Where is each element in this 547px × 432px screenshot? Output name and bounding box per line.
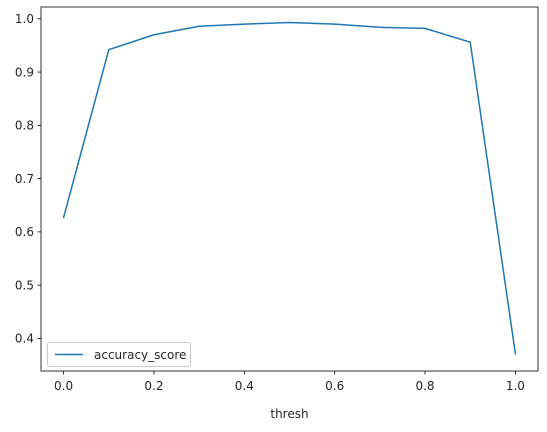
x-tick-label: 0.4 xyxy=(235,379,254,393)
legend-box xyxy=(47,342,191,367)
data-point xyxy=(153,34,155,36)
x-axis-label: thresh xyxy=(270,407,308,421)
y-tick-label: 0.9 xyxy=(15,65,34,79)
x-tick-label: 0.0 xyxy=(54,379,73,393)
legend-label-accuracy-score: accuracy_score xyxy=(94,348,186,362)
y-tick-label: 0.5 xyxy=(15,278,34,292)
legend: accuracy_score xyxy=(47,342,191,367)
data-point xyxy=(108,48,110,51)
data-point xyxy=(424,27,426,30)
data-point xyxy=(469,41,471,43)
x-axis-ticks: 0.0 0.2 0.4 0.6 0.8 1.0 xyxy=(54,371,525,393)
y-tick-label: 0.6 xyxy=(15,225,34,239)
x-tick-label: 0.6 xyxy=(325,379,344,393)
plot-frame xyxy=(40,6,539,372)
data-point xyxy=(514,353,517,355)
series-layer xyxy=(62,21,517,355)
data-point xyxy=(379,26,381,29)
data-point xyxy=(62,216,65,219)
y-tick-label: 1.0 xyxy=(15,12,34,26)
data-point xyxy=(243,23,246,25)
x-tick-label: 0.8 xyxy=(415,379,434,393)
data-point xyxy=(333,23,336,25)
y-tick-label: 0.8 xyxy=(15,119,34,133)
data-point xyxy=(288,21,291,24)
data-point xyxy=(198,25,200,27)
y-tick-label: 0.4 xyxy=(15,332,34,346)
series-line-accuracy-score xyxy=(62,21,517,355)
y-axis-ticks: 0.4 0.5 0.6 0.7 0.8 0.9 1.0 xyxy=(15,12,41,346)
x-tick-label: 0.2 xyxy=(144,379,163,393)
y-tick-label: 0.7 xyxy=(15,172,34,186)
x-tick-label: 1.0 xyxy=(506,379,525,393)
